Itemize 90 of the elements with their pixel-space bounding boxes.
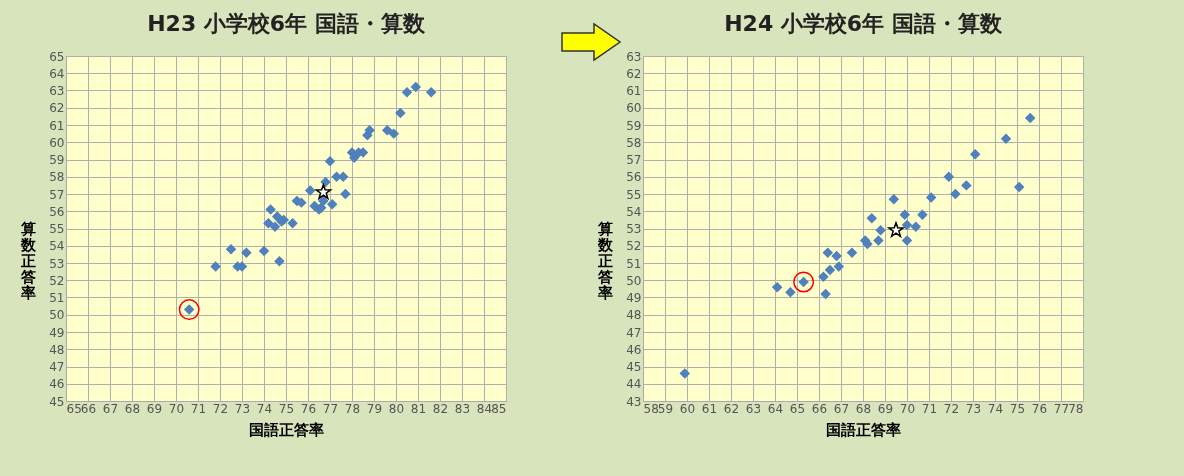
- x-tick-label: 67: [102, 401, 119, 416]
- x-tick-label: 79: [366, 401, 383, 416]
- y-tick-label: 60: [626, 101, 642, 116]
- y-tick-label: 64: [49, 66, 65, 81]
- y-tick-label: 52: [626, 239, 642, 254]
- x-tick-label: 68: [855, 401, 872, 416]
- y-tick-label: 56: [626, 170, 642, 185]
- x-tick-label: 77: [1053, 401, 1070, 416]
- y-tick-label: 46: [626, 342, 642, 357]
- x-tick-label: 71: [921, 401, 938, 416]
- x-tick-label: 81: [410, 401, 427, 416]
- y-tick-label: 45: [49, 394, 65, 409]
- x-tick-label: 74: [987, 401, 1004, 416]
- y-tick-label: 53: [49, 256, 65, 271]
- y-tick-label: 62: [49, 101, 65, 116]
- x-tick-label: 74: [256, 401, 273, 416]
- x-tick-label: 75: [278, 401, 295, 416]
- x-tick-label: 76: [300, 401, 317, 416]
- y-tick-label: 58: [49, 170, 65, 185]
- y-tick-label: 54: [49, 239, 65, 254]
- y-tick-label: 61: [49, 118, 65, 133]
- x-tick-label: 78: [344, 401, 361, 416]
- x-axis-title: 国語正答率: [249, 420, 324, 439]
- y-tick-label: 50: [626, 273, 642, 288]
- x-tick-label: 70: [899, 401, 916, 416]
- x-tick-label: 85: [491, 401, 507, 416]
- y-tick-label: 65: [49, 49, 65, 64]
- y-tick-label: 49: [626, 291, 642, 305]
- x-tick-label: 59: [657, 401, 674, 416]
- x-tick-label: 60: [679, 401, 696, 416]
- x-tick-label: 65: [66, 401, 82, 416]
- x-tick-label: 80: [388, 401, 405, 416]
- x-tick-label: 62: [723, 401, 740, 416]
- y-tick-label: 59: [626, 118, 642, 133]
- x-tick-label: 77: [322, 401, 339, 416]
- y-axis-title: 算数正答率: [597, 220, 614, 302]
- x-tick-label: 68: [124, 401, 141, 416]
- y-tick-label: 57: [626, 153, 642, 167]
- y-tick-label: 43: [626, 394, 642, 409]
- x-tick-label: 65: [789, 401, 806, 416]
- x-tick-label: 66: [811, 401, 828, 416]
- y-tick-label: 45: [626, 360, 642, 374]
- y-tick-label: 49: [49, 325, 65, 340]
- y-tick-label: 61: [626, 84, 642, 98]
- x-tick-label: 78: [1068, 401, 1084, 416]
- x-axis-title: 国語正答率: [826, 420, 901, 439]
- x-tick-label: 72: [212, 401, 229, 416]
- y-tick-label: 47: [626, 325, 642, 340]
- chart-title: H24 小学校6年 国語・算数: [724, 11, 1003, 36]
- y-tick-label: 55: [626, 187, 642, 202]
- x-tick-label: 70: [168, 401, 185, 416]
- x-tick-label: 69: [146, 401, 163, 416]
- y-tick-label: 62: [626, 66, 642, 81]
- x-tick-label: 64: [767, 401, 784, 416]
- x-tick-label: 71: [190, 401, 207, 416]
- x-tick-label: 73: [965, 401, 982, 416]
- y-tick-label: 56: [49, 204, 65, 219]
- x-tick-label: 72: [943, 401, 960, 416]
- x-tick-label: 82: [432, 401, 449, 416]
- y-tick-label: 63: [49, 84, 65, 98]
- x-tick-label: 75: [1009, 401, 1026, 416]
- x-tick-label: 73: [234, 401, 251, 416]
- x-tick-label: 83: [454, 401, 471, 416]
- x-tick-label: 84: [476, 401, 493, 416]
- y-tick-label: 46: [49, 377, 65, 392]
- y-tick-label: 44: [626, 377, 642, 392]
- y-tick-label: 57: [49, 187, 65, 202]
- x-tick-label: 61: [701, 401, 718, 416]
- y-tick-label: 50: [49, 308, 65, 323]
- x-tick-label: 69: [877, 401, 894, 416]
- y-tick-label: 51: [626, 256, 642, 271]
- x-tick-label: 63: [745, 401, 762, 416]
- y-tick-label: 52: [49, 273, 65, 288]
- x-tick-label: 66: [80, 401, 97, 416]
- y-tick-label: 58: [626, 135, 642, 150]
- y-tick-label: 48: [626, 308, 642, 323]
- y-axis-title: 算数正答率: [20, 220, 37, 302]
- chart-title: H23 小学校6年 国語・算数: [147, 11, 426, 36]
- y-tick-label: 59: [49, 153, 65, 167]
- y-tick-label: 60: [49, 135, 65, 150]
- x-tick-label: 67: [833, 401, 850, 416]
- y-tick-label: 51: [49, 291, 65, 305]
- x-tick-label: 76: [1031, 401, 1048, 416]
- y-tick-label: 54: [626, 204, 642, 219]
- y-tick-label: 63: [626, 49, 642, 64]
- y-tick-label: 55: [49, 222, 65, 236]
- y-tick-label: 48: [49, 342, 65, 357]
- y-tick-label: 47: [49, 360, 65, 374]
- x-tick-label: 58: [643, 401, 659, 416]
- y-tick-label: 53: [626, 222, 642, 236]
